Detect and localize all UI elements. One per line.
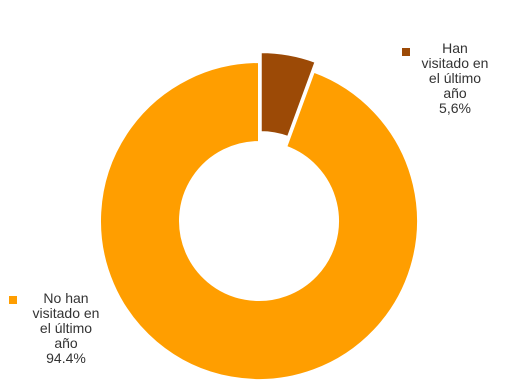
label-not-visited: No han visitado en el último año 94.4% [14,291,118,366]
label-visited: Han visitado en el último año 5,6% [405,41,505,116]
label-visited-line-3: el último [428,70,482,86]
slice-not-visited [99,60,419,380]
label-not-visited-line-2: visitado en [32,305,100,321]
label-not-visited-line-3: el último [39,320,93,336]
label-not-visited-line-4: año [54,335,78,351]
label-not-visited-value: 94.4% [46,350,86,366]
slice-visited [259,51,317,139]
label-visited-line-1: Han [442,40,468,56]
legend-swatch-visited [402,48,410,56]
label-visited-line-2: visitado en [421,55,489,71]
label-visited-value: 5,6% [439,100,471,116]
label-visited-line-4: año [443,85,467,101]
legend-swatch-not-visited [9,296,17,304]
label-not-visited-line-1: No han [43,290,89,306]
